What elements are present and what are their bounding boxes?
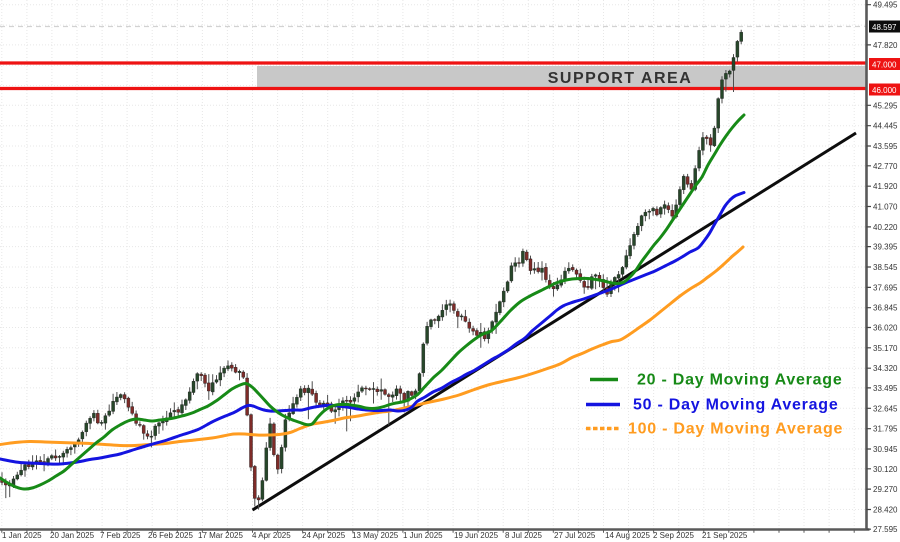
svg-text:24 Apr 2025: 24 Apr 2025 xyxy=(302,531,346,540)
svg-text:4 Apr 2025: 4 Apr 2025 xyxy=(252,531,291,540)
svg-text:36.845: 36.845 xyxy=(873,304,898,313)
svg-text:29.270: 29.270 xyxy=(873,485,898,494)
svg-text:37.695: 37.695 xyxy=(873,283,898,292)
svg-text:34.320: 34.320 xyxy=(873,364,898,373)
svg-text:49.495: 49.495 xyxy=(873,1,898,10)
svg-text:7 Feb 2025: 7 Feb 2025 xyxy=(100,531,141,540)
svg-text:41.070: 41.070 xyxy=(873,203,898,212)
svg-text:40.220: 40.220 xyxy=(873,223,898,232)
svg-text:44.445: 44.445 xyxy=(873,122,898,131)
svg-text:43.595: 43.595 xyxy=(873,142,898,151)
svg-text:8 Jul 2025: 8 Jul 2025 xyxy=(505,531,542,540)
svg-text:26 Feb 2025: 26 Feb 2025 xyxy=(148,531,193,540)
svg-text:31.795: 31.795 xyxy=(873,425,898,434)
svg-text:42.770: 42.770 xyxy=(873,162,898,171)
svg-text:32.645: 32.645 xyxy=(873,404,898,413)
svg-text:20 Jan 2025: 20 Jan 2025 xyxy=(50,531,95,540)
svg-text:20 - Day Moving Average: 20 - Day Moving Average xyxy=(637,372,842,389)
svg-text:2 Sep 2025: 2 Sep 2025 xyxy=(653,531,694,540)
svg-text:13 May 2025: 13 May 2025 xyxy=(352,531,399,540)
svg-text:36.020: 36.020 xyxy=(873,324,898,333)
svg-text:47.000: 47.000 xyxy=(872,61,897,70)
svg-text:1 Jun 2025: 1 Jun 2025 xyxy=(403,531,443,540)
svg-text:14 Aug 2025: 14 Aug 2025 xyxy=(605,531,650,540)
svg-text:SUPPORT AREA: SUPPORT AREA xyxy=(548,70,693,87)
svg-text:47.820: 47.820 xyxy=(873,41,898,50)
svg-text:50 - Day Moving Average: 50 - Day Moving Average xyxy=(633,397,838,414)
svg-text:30.120: 30.120 xyxy=(873,465,898,474)
svg-text:46.000: 46.000 xyxy=(872,86,897,95)
svg-text:21 Sep 2025: 21 Sep 2025 xyxy=(702,531,748,540)
svg-text:100 - Day Moving Average: 100 - Day Moving Average xyxy=(628,421,843,438)
svg-text:17 Mar 2025: 17 Mar 2025 xyxy=(198,531,243,540)
svg-text:27 Jul 2025: 27 Jul 2025 xyxy=(554,531,596,540)
svg-text:33.495: 33.495 xyxy=(873,384,898,393)
svg-text:27.595: 27.595 xyxy=(873,525,898,534)
svg-text:28.420: 28.420 xyxy=(873,506,898,515)
svg-text:30.945: 30.945 xyxy=(873,445,898,454)
svg-text:45.295: 45.295 xyxy=(873,101,898,110)
svg-text:19 Jun 2025: 19 Jun 2025 xyxy=(454,531,499,540)
svg-text:1 Jan 2025: 1 Jan 2025 xyxy=(2,531,42,540)
svg-text:41.920: 41.920 xyxy=(873,182,898,191)
svg-text:39.395: 39.395 xyxy=(873,243,898,252)
svg-text:35.170: 35.170 xyxy=(873,344,898,353)
svg-text:48.597: 48.597 xyxy=(872,23,897,32)
svg-text:38.545: 38.545 xyxy=(873,263,898,272)
